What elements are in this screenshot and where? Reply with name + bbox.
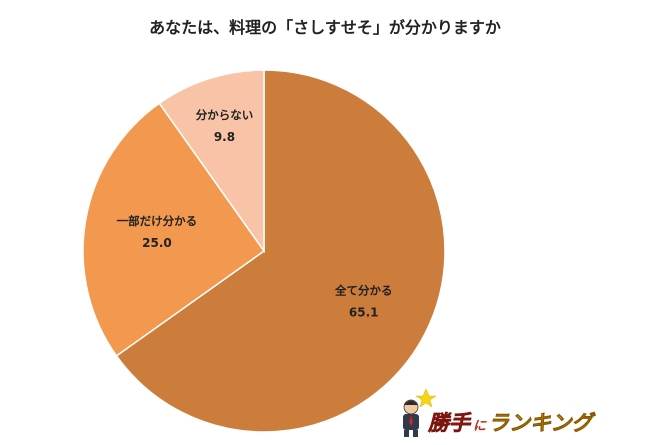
slice-label: 全て分かる	[334, 283, 393, 297]
logo-text-tail: ランキング	[488, 411, 596, 435]
logo-text-small: に	[473, 419, 487, 434]
slice-label: 分からない	[196, 108, 254, 122]
slice-label: 一部だけ分かる	[117, 214, 198, 228]
pie-slice	[158, 69, 265, 254]
slice-value: 25.0	[142, 236, 172, 250]
pie-slice	[82, 102, 266, 357]
star-icon	[415, 388, 437, 408]
logo-text-main: 勝手	[428, 411, 472, 435]
pie-slice	[115, 69, 446, 433]
mascot-icon	[403, 399, 419, 437]
slice-value: 9.8	[214, 130, 235, 144]
chart-title: あなたは、料理の「さしすせそ」が分かりますか	[149, 18, 501, 37]
slice-value: 65.1	[349, 305, 379, 319]
site-logo: 勝手 に ランキング	[403, 388, 597, 437]
